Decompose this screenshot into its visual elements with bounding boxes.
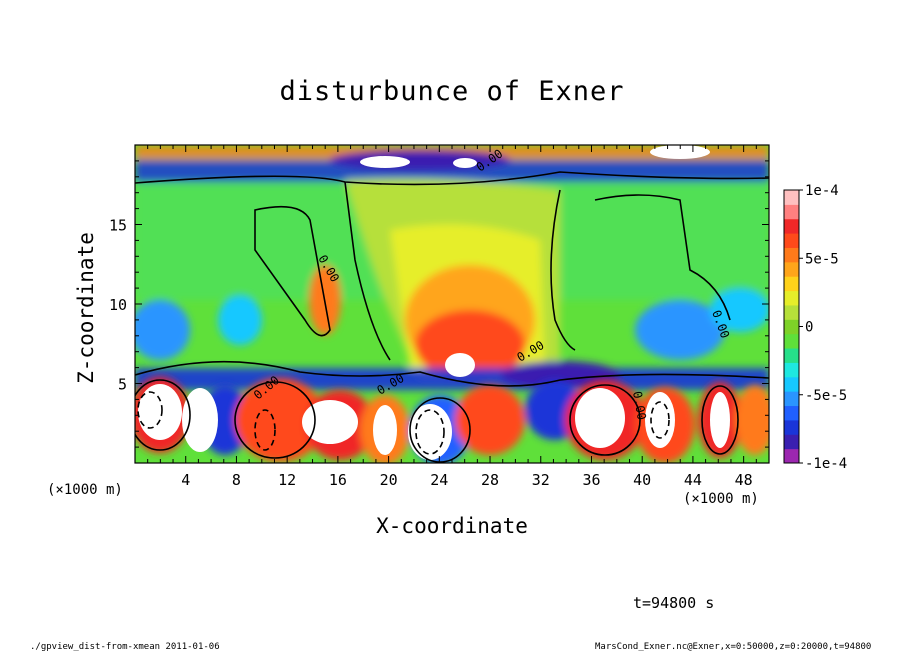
colorbar-level xyxy=(784,434,799,450)
y-tick-label: 10 xyxy=(109,296,127,314)
y-axis: 5 10 15 xyxy=(109,160,769,448)
contour-left-lobe xyxy=(254,205,331,337)
colorbar-level xyxy=(784,391,799,407)
colorbar-level xyxy=(784,376,799,392)
wisp-2 xyxy=(218,295,262,345)
colorbar-level xyxy=(784,348,799,363)
cell-12 xyxy=(735,385,769,455)
x-tick-label: 40 xyxy=(633,471,651,489)
contour-cell-1 xyxy=(135,379,191,451)
core-4 xyxy=(373,405,397,455)
colorbar-level xyxy=(784,261,799,277)
contour-right-lobe xyxy=(594,194,731,321)
colorbar: 1e-4 5e-5 0 -5e-5 -1e-4 xyxy=(783,183,847,472)
x-tick-label: 48 xyxy=(735,471,753,489)
core-6 xyxy=(575,388,625,448)
y-tick-label: 15 xyxy=(109,217,127,235)
colorbar-tick-label: -5e-5 xyxy=(805,388,847,404)
footer-right: MarsCond_Exner.nc@Exner,x=0:50000,z=0:20… xyxy=(595,642,872,652)
colorbar-level xyxy=(784,247,799,263)
contour-plume-right xyxy=(550,189,576,351)
x-tick-label: 44 xyxy=(684,471,702,489)
x-axis: 4 8 12 16 20 24 28 32 36 40 44 48 xyxy=(147,145,757,489)
core-12 xyxy=(650,145,710,159)
zero-contours xyxy=(135,171,769,463)
colorbar-tick-label: -1e-4 xyxy=(805,456,847,472)
chart-title: disturbunce of Exner xyxy=(279,76,625,107)
x-tick-label: 8 xyxy=(232,471,241,489)
x-tick-label: 16 xyxy=(329,471,347,489)
plume-red xyxy=(415,310,525,380)
contour-cell-11 xyxy=(701,385,739,455)
x-tick-label: 4 xyxy=(181,471,190,489)
colorbar-level xyxy=(784,362,799,378)
colorbar-level xyxy=(784,304,799,320)
colorbar-level xyxy=(784,405,799,421)
neg-contour-3 xyxy=(415,409,445,455)
contour-cell-9 xyxy=(569,384,641,456)
x-tick-label: 12 xyxy=(278,471,296,489)
colorbar-level xyxy=(784,448,799,464)
x-unit-right: (×1000 m) xyxy=(683,491,759,507)
x-tick-label: 28 xyxy=(481,471,499,489)
x-tick-label: 32 xyxy=(532,471,550,489)
contour-top xyxy=(135,171,769,186)
neg-contour-1 xyxy=(137,391,163,429)
x-tick-label: 24 xyxy=(430,471,448,489)
cell-3 xyxy=(235,378,325,462)
colorbar-level xyxy=(784,233,799,248)
colorbar-tick-label: 5e-5 xyxy=(805,251,839,267)
contour-cell-3 xyxy=(234,381,316,459)
neg-contour-4 xyxy=(650,401,670,439)
colorbar-level xyxy=(784,290,799,306)
colorbar-tick-label: 1e-4 xyxy=(805,183,839,199)
core-2 xyxy=(182,388,218,452)
colorbar-tick-label: 0 xyxy=(805,320,813,336)
wisp-3 xyxy=(635,300,725,360)
wisp-1 xyxy=(135,300,190,360)
contour-plume-left xyxy=(344,181,391,361)
contour-label: 0.00 xyxy=(630,390,649,421)
heatmap-field xyxy=(135,145,769,463)
core-9 xyxy=(445,353,475,377)
contour-cell-6 xyxy=(409,397,471,463)
colorbar-level xyxy=(784,190,799,205)
colorbar-level xyxy=(784,333,799,349)
contour-low xyxy=(135,360,769,387)
time-annotation: t=94800 s xyxy=(633,594,715,612)
footer-left: ./gpview_dist-from-xmean 2011-01-06 xyxy=(30,642,220,652)
colorbar-level xyxy=(784,204,799,220)
x-tick-label: 20 xyxy=(380,471,398,489)
core-11 xyxy=(453,158,477,168)
colorbar-level xyxy=(784,319,799,335)
colorbar-level xyxy=(784,218,799,234)
colorbar-level xyxy=(784,276,799,292)
low-purple-patch xyxy=(500,361,620,389)
negative-contours xyxy=(137,391,670,455)
x-tick-label: 36 xyxy=(582,471,600,489)
colorbar-level xyxy=(784,419,799,435)
y-tick-label: 5 xyxy=(118,376,127,394)
core-8 xyxy=(710,392,730,448)
x-axis-label: X-coordinate xyxy=(376,514,528,538)
core-10 xyxy=(360,156,410,168)
core-1 xyxy=(138,384,182,440)
x-unit-left: (×1000 m) xyxy=(47,482,123,498)
cell-7 xyxy=(455,385,525,455)
core-3 xyxy=(302,400,358,444)
neg-contour-2 xyxy=(254,409,276,451)
y-axis-label: Z-coordinate xyxy=(74,232,98,384)
core-7 xyxy=(645,392,675,448)
wisp-4 xyxy=(710,288,769,332)
